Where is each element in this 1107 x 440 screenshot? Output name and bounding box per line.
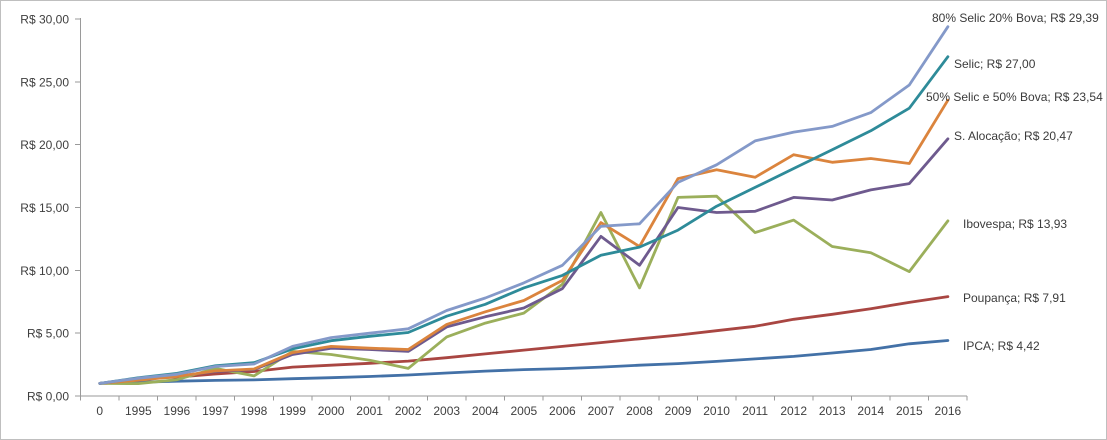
x-tick-label: 2014: [857, 404, 884, 418]
series-line-ibovespa: [98, 194, 950, 386]
series-line-selic: [98, 55, 950, 385]
series-line-selic80-bova20: [98, 25, 950, 385]
series-label-selic80-bova20: 80% Selic 20% Bova; R$ 29,39: [932, 11, 1099, 25]
series-line-s-alocacao: [98, 137, 950, 385]
y-tick-label: R$ 25,00: [20, 75, 69, 89]
y-tick-label: R$ 15,00: [20, 201, 69, 215]
x-tick-label: 2000: [318, 404, 345, 418]
x-tick-label: 2011: [742, 404, 768, 418]
x-tick-label: 2008: [626, 404, 653, 418]
series-line-ipca: [98, 339, 950, 385]
x-tick-label: 2004: [472, 404, 499, 418]
x-tick-label: 2002: [395, 404, 422, 418]
x-tick-label: 1997: [202, 404, 229, 418]
x-tick-label: 2009: [665, 404, 692, 418]
x-tick-label: 2007: [588, 404, 615, 418]
x-tick-label: 0: [96, 404, 103, 418]
y-tick-label: R$ 20,00: [20, 138, 69, 152]
series-line-selic50-bova50: [98, 98, 950, 385]
x-tick-label: 2006: [549, 404, 576, 418]
series-label-poupanca: Poupança; R$ 7,91: [963, 291, 1066, 305]
x-tick-label: 1996: [164, 404, 191, 418]
series-label-ipca: IPCA; R$ 4,42: [963, 339, 1040, 353]
x-tick-label: 2001: [356, 404, 383, 418]
x-tick-label: 2016: [935, 404, 962, 418]
x-tick-label: 1998: [241, 404, 268, 418]
x-tick-label: 2013: [819, 404, 846, 418]
x-tick-label: 2005: [510, 404, 537, 418]
series-label-selic50-bova50: 50% Selic e 50% Bova; R$ 23,54: [926, 90, 1103, 104]
x-tick-label: 2003: [433, 404, 460, 418]
x-tick-label: 1995: [125, 404, 152, 418]
series-label-s-alocacao: S. Alocação; R$ 20,47: [954, 129, 1073, 143]
y-tick-label: R$ 30,00: [20, 13, 69, 27]
x-tick-label: 2015: [896, 404, 923, 418]
y-tick-label: R$ 10,00: [20, 264, 69, 278]
y-tick-label: R$ 5,00: [27, 327, 69, 341]
x-tick-label: 2012: [780, 404, 807, 418]
x-tick-label: 1999: [279, 404, 306, 418]
series-label-ibovespa: Ibovespa; R$ 13,93: [963, 217, 1067, 231]
series-label-selic: Selic; R$ 27,00: [954, 57, 1036, 71]
y-tick-label: R$ 0,00: [27, 390, 69, 404]
x-tick-label: 2010: [703, 404, 730, 418]
